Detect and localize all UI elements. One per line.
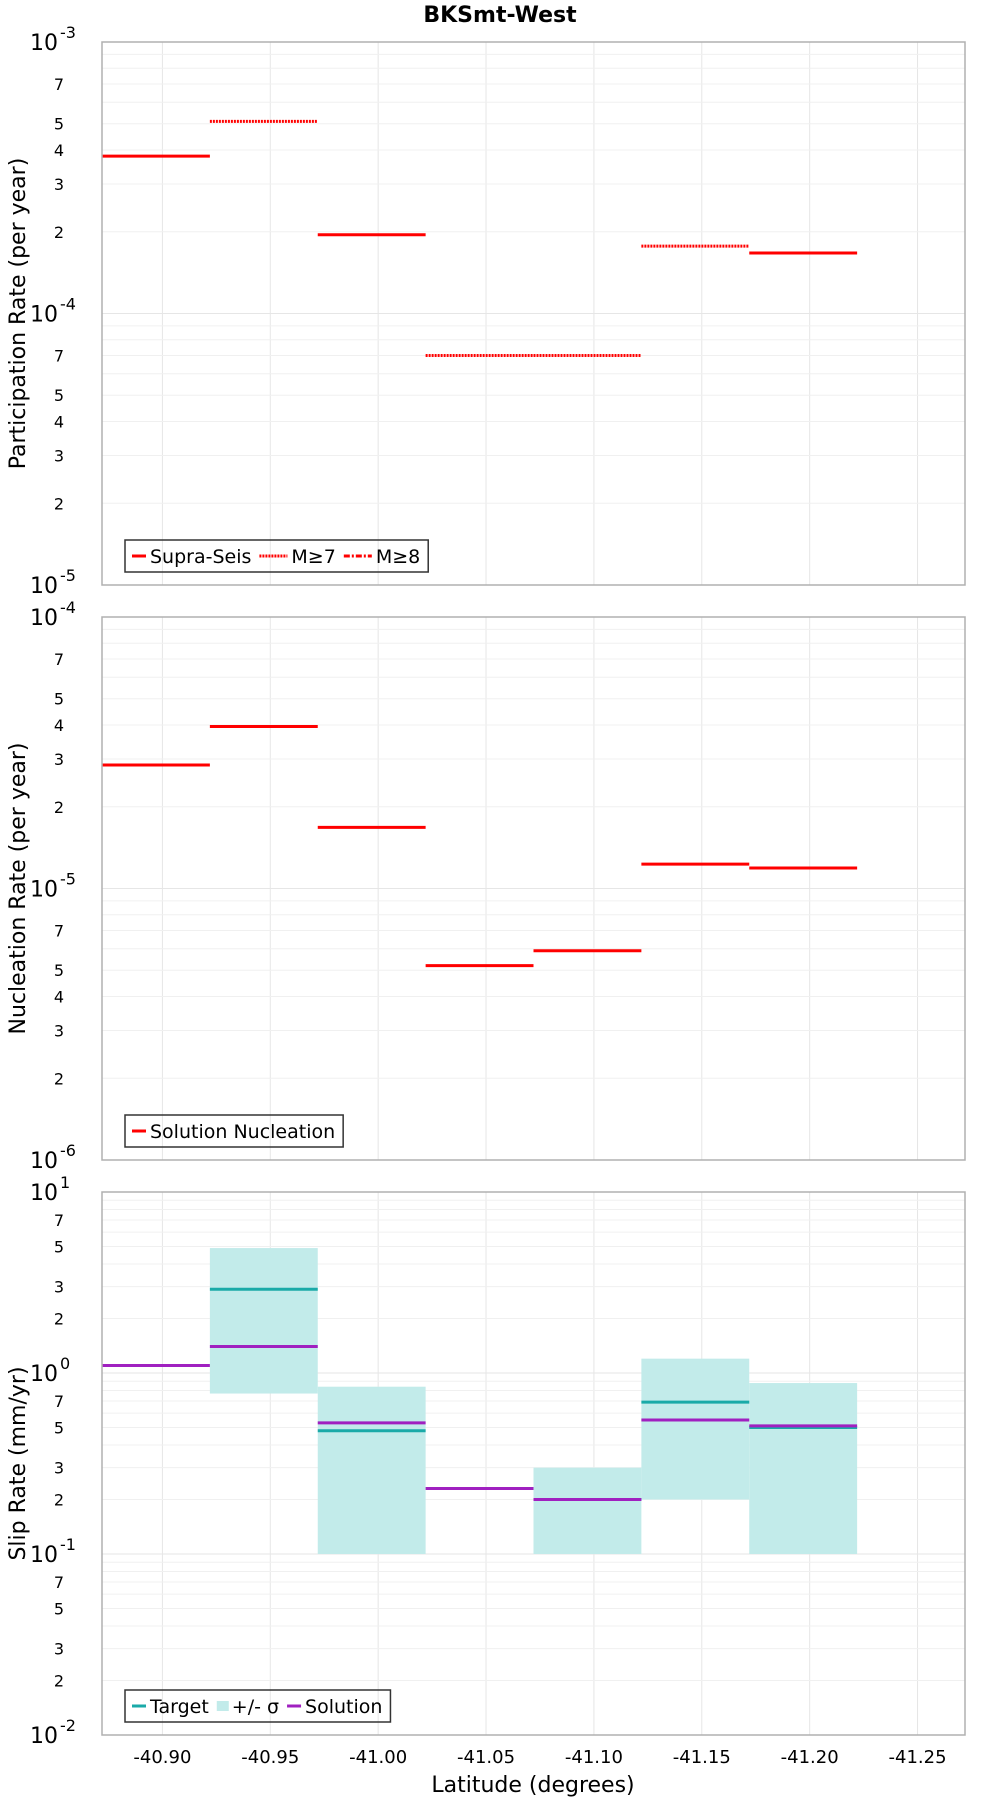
y-axis-label: Slip Rate (mm/yr) <box>6 1366 31 1560</box>
x-tick-label: -40.90 <box>133 1747 191 1768</box>
x-axis-label: Latitude (degrees) <box>431 1773 634 1798</box>
y-decade-label: 10 <box>30 1181 58 1206</box>
x-tick-label: -41.00 <box>349 1747 407 1768</box>
y-decade-label: 10 <box>30 1724 58 1749</box>
y-tick-label: 2 <box>54 1069 64 1088</box>
x-tick-label: -41.05 <box>457 1747 515 1768</box>
y-decade-label: 10 <box>30 1543 58 1568</box>
y-tick-label: 3 <box>54 1459 64 1478</box>
y-tick-label: 4 <box>54 413 64 432</box>
y-decade-label: 10 <box>30 31 58 56</box>
y-decade-exponent: -3 <box>60 23 76 42</box>
legend-item: Solution <box>287 1696 382 1718</box>
y-decade-label: 10 <box>30 1362 58 1387</box>
y-tick-label: 7 <box>54 1392 64 1411</box>
sigma-band <box>749 1383 858 1554</box>
y-tick-label: 5 <box>54 690 64 709</box>
y-tick-label: 2 <box>54 1672 64 1691</box>
y-decade-exponent: -4 <box>60 295 76 314</box>
y-decade-label: 10 <box>30 574 58 599</box>
y-tick-label: 5 <box>54 1599 64 1618</box>
y-decade-exponent: 1 <box>60 1173 70 1192</box>
y-tick-label: 3 <box>54 1640 64 1659</box>
x-tick-label: -41.25 <box>889 1747 947 1768</box>
y-tick-label: 2 <box>54 798 64 817</box>
x-tick-label: -41.20 <box>781 1747 839 1768</box>
plot-frame <box>101 616 966 1161</box>
y-tick-label: 7 <box>54 75 64 94</box>
y-decade-label: 10 <box>30 878 58 903</box>
x-tick-label: -41.10 <box>565 1747 623 1768</box>
y-tick-label: 5 <box>54 961 64 980</box>
y-tick-label: 3 <box>54 750 64 769</box>
legend-item: Supra-Seis <box>132 546 251 568</box>
y-axis-label: Nucleation Rate (per year) <box>6 743 31 1035</box>
legend: Target +/- σ Solution <box>124 1689 392 1723</box>
y-axis-label: Participation Rate (per year) <box>6 158 31 470</box>
y-decade-label: 10 <box>30 606 58 631</box>
y-tick-label: 2 <box>54 494 64 513</box>
chart-title: BKSmt-West <box>423 3 577 28</box>
legend-item: M≥8 <box>343 546 420 568</box>
y-tick-label: 7 <box>54 347 64 366</box>
legend-item: M≥7 <box>259 546 336 568</box>
legend-box <box>124 1114 344 1148</box>
legend-item: +/- σ <box>216 1696 279 1718</box>
legend-label: M≥7 <box>291 546 335 568</box>
y-tick-label: 3 <box>54 1278 64 1297</box>
legend-label: +/- σ <box>232 1696 279 1718</box>
y-tick-label: 4 <box>54 716 64 735</box>
legend-label: Solution <box>305 1696 382 1718</box>
y-tick-label: 2 <box>54 223 64 242</box>
y-decade-exponent: -1 <box>60 1535 76 1554</box>
legend-label: Solution Nucleation <box>150 1121 335 1143</box>
y-tick-label: 4 <box>54 141 64 160</box>
legend-label: Target <box>149 1696 209 1718</box>
y-tick-label: 2 <box>54 1491 64 1510</box>
y-decade-exponent: 0 <box>60 1354 70 1373</box>
y-tick-label: 7 <box>54 650 64 669</box>
y-decade-exponent: -5 <box>60 566 76 585</box>
y-tick-label: 7 <box>54 922 64 941</box>
legend-box <box>124 1689 392 1723</box>
y-tick-label: 7 <box>54 1211 64 1230</box>
y-tick-label: 3 <box>54 446 64 465</box>
sigma-band <box>533 1467 642 1554</box>
y-tick-label: 5 <box>54 1237 64 1256</box>
legend-item: Target <box>132 1696 209 1718</box>
legend-box <box>124 539 429 573</box>
y-decade-exponent: -4 <box>60 598 76 617</box>
y-tick-label: 5 <box>54 115 64 134</box>
legend-swatch <box>216 1701 229 1711</box>
legend-label: Supra-Seis <box>150 546 251 568</box>
plot-frame <box>101 1191 966 1736</box>
legend: Supra-Seis M≥7 M≥8 <box>124 539 429 573</box>
y-decade-exponent: -6 <box>60 1141 76 1160</box>
plot-frame <box>101 41 966 586</box>
sigma-band <box>641 1358 750 1500</box>
legend-item: Solution Nucleation <box>132 1121 335 1143</box>
y-tick-label: 3 <box>54 175 64 194</box>
y-tick-label: 2 <box>54 1310 64 1329</box>
y-tick-label: 3 <box>54 1021 64 1040</box>
legend-label: M≥8 <box>376 546 420 568</box>
y-decade-exponent: -2 <box>60 1716 76 1735</box>
y-tick-label: 7 <box>54 1573 64 1592</box>
y-tick-label: 4 <box>54 988 64 1007</box>
x-tick-label: -41.15 <box>673 1747 731 1768</box>
y-decade-label: 10 <box>30 303 58 328</box>
sigma-band <box>317 1386 426 1554</box>
sigma-band <box>209 1248 318 1394</box>
y-decade-exponent: -5 <box>60 870 76 889</box>
y-decade-label: 10 <box>30 1149 58 1174</box>
x-tick-label: -40.95 <box>241 1747 299 1768</box>
y-tick-label: 5 <box>54 386 64 405</box>
legend: Solution Nucleation <box>124 1114 344 1148</box>
y-tick-label: 5 <box>54 1418 64 1437</box>
